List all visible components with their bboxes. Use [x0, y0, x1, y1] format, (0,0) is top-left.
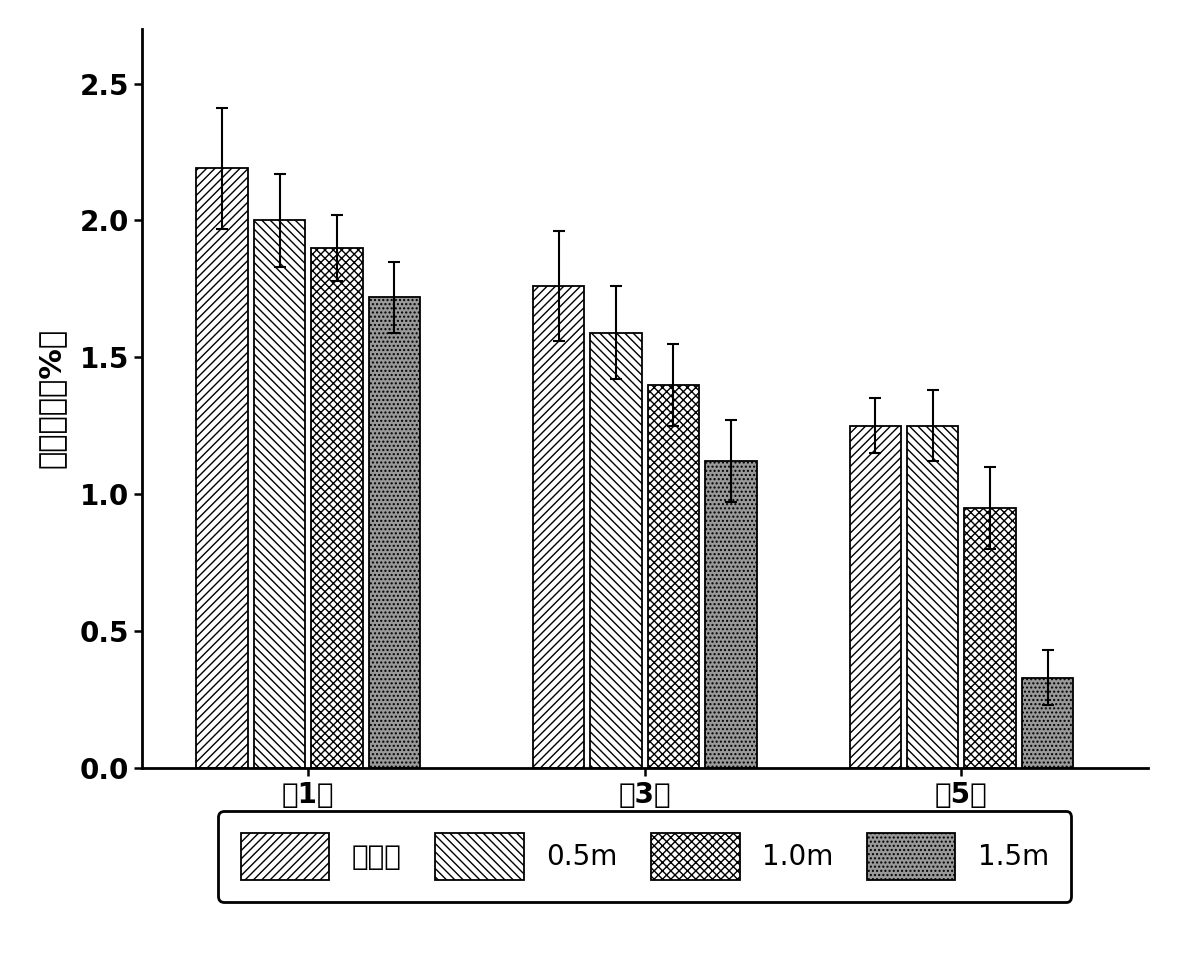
Bar — [1022, 678, 1073, 768]
Bar — [907, 426, 958, 768]
Bar — [849, 426, 901, 768]
Bar — [369, 297, 420, 768]
Legend: 对照组, 0.5m, 1.0m, 1.5m: 对照组, 0.5m, 1.0m, 1.5m — [219, 811, 1071, 902]
Y-axis label: 可滴定酸（%）: 可滴定酸（%） — [37, 328, 65, 468]
Bar — [311, 248, 363, 768]
Bar — [196, 168, 248, 768]
Bar — [590, 333, 641, 768]
Bar — [705, 462, 757, 768]
Bar — [964, 508, 1016, 768]
Bar — [648, 385, 699, 768]
Bar — [532, 286, 584, 768]
Bar — [254, 221, 305, 768]
